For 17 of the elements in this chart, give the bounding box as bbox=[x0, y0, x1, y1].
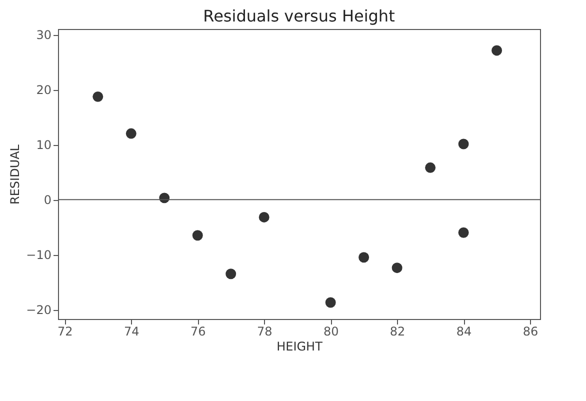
x-tick-label: 82 bbox=[390, 324, 406, 338]
chart-title: Residuals versus Height bbox=[203, 6, 395, 26]
y-tick-label: 10 bbox=[36, 138, 52, 152]
y-tick-label: −10 bbox=[26, 248, 52, 262]
x-axis-title: HEIGHT bbox=[276, 340, 324, 354]
x-tick-label: 74 bbox=[124, 324, 140, 338]
y-tick-label: 0 bbox=[44, 193, 52, 208]
y-tick-label: −20 bbox=[26, 303, 52, 318]
x-tick-label: 84 bbox=[456, 324, 472, 338]
y-axis-title: RESIDUAL bbox=[8, 144, 22, 204]
x-tick-label: 86 bbox=[522, 324, 538, 338]
x-tick-label: 76 bbox=[190, 324, 206, 338]
y-tick-label: 30 bbox=[36, 28, 52, 42]
x-tick-label: 72 bbox=[58, 324, 73, 338]
x-tick-label: 78 bbox=[256, 324, 272, 338]
x-tick-label: 80 bbox=[323, 324, 339, 338]
y-tick-label: 20 bbox=[36, 83, 52, 98]
